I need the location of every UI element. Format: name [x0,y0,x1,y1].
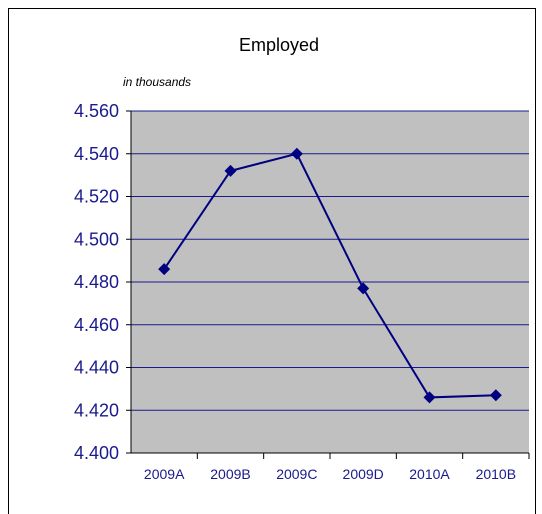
data-point-marker [224,164,237,177]
y-tick-label: 4.540 [74,144,119,164]
series-line [163,152,496,399]
y-axis: 4.400 4.420 4.440 4.460 4.480 4.500 4.520 4.540… [74,101,132,463]
data-point-marker [357,282,370,295]
x-axis: 2009A 2009B 2009C 2009D 2010A 2010B [131,452,530,482]
x-tick-label: 2009B [210,466,250,482]
y-tick-label: 4.440 [74,358,119,378]
y-tick-label: 4.520 [74,187,119,207]
gridlines [131,110,529,411]
x-tick-label: 2009C [276,466,317,482]
y-tick-label: 4.560 [74,101,119,121]
data-point-marker [423,391,436,404]
data-point-marker [290,147,303,160]
x-tick-label: 2010A [409,466,450,482]
data-point-marker [158,263,171,276]
series-employed [158,147,502,404]
data-point-marker [489,389,502,402]
x-tick-label: 2009A [144,466,185,482]
chart-frame [8,8,536,514]
x-tick-label: 2009D [343,466,384,482]
y-tick-label: 4.500 [74,229,119,249]
y-tick-label: 4.400 [74,443,119,463]
y-tick-label: 4.460 [74,315,119,335]
x-tick-label: 2010B [476,466,516,482]
chart-subtitle: in thousands [123,75,191,89]
y-tick-label: 4.420 [74,400,119,420]
chart-title: Employed [239,35,319,55]
y-tick-label: 4.480 [74,272,119,292]
